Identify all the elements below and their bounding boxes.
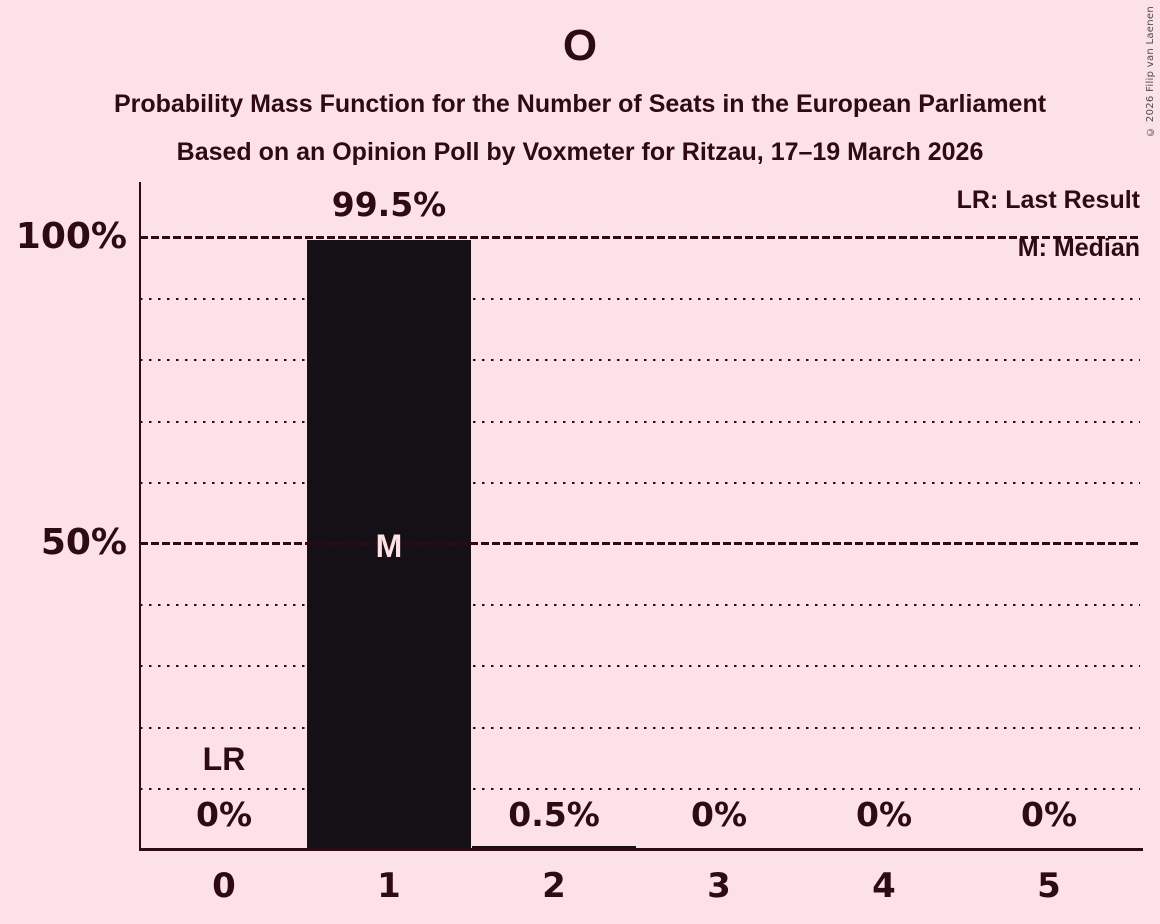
value-label-4: 0% [855,795,913,834]
chart-title: O [562,21,598,70]
gridline-dashed-100pct [140,236,1140,239]
chart-subtitle-line1: Probability Mass Function for the Number… [113,90,1047,118]
value-label-1: 99.5% [331,185,447,224]
value-label-3: 0% [690,795,748,834]
copyright-notice: © 2026 Filip van Laenen [1145,6,1156,137]
x-axis-label-2: 2 [542,866,566,906]
gridline-dotted-20pct [140,727,1140,729]
value-label-2: 0.5% [508,795,600,834]
x-axis-label-4: 4 [872,866,896,906]
gridline-dashed-50pct [140,542,1140,545]
x-axis-line [139,848,1143,851]
gridline-dotted-80pct [140,359,1140,361]
legend-last-result: LR: Last Result [956,186,1140,214]
last-result-marker: LR [202,741,246,777]
x-axis-label-0: 0 [212,866,236,906]
gridline-dotted-10pct [140,788,1140,790]
x-axis-label-1: 1 [377,866,401,906]
gridline-dotted-70pct [140,421,1140,423]
value-label-5: 0% [1020,795,1078,834]
chart-subtitle-line2: Based on an Opinion Poll by Voxmeter for… [176,138,984,166]
gridline-dotted-60pct [140,482,1140,484]
x-axis-label-3: 3 [707,866,731,906]
median-marker: M [375,528,403,564]
x-axis-label-5: 5 [1037,866,1061,906]
y-axis-label-50: 50% [40,522,127,563]
y-axis-line [139,182,141,851]
bar-2 [472,846,636,849]
gridline-dotted-90pct [140,298,1140,300]
gridline-dotted-30pct [140,665,1140,667]
value-label-0: 0% [195,795,253,834]
gridline-dotted-40pct [140,604,1140,606]
y-axis-label-100: 100% [15,216,127,257]
